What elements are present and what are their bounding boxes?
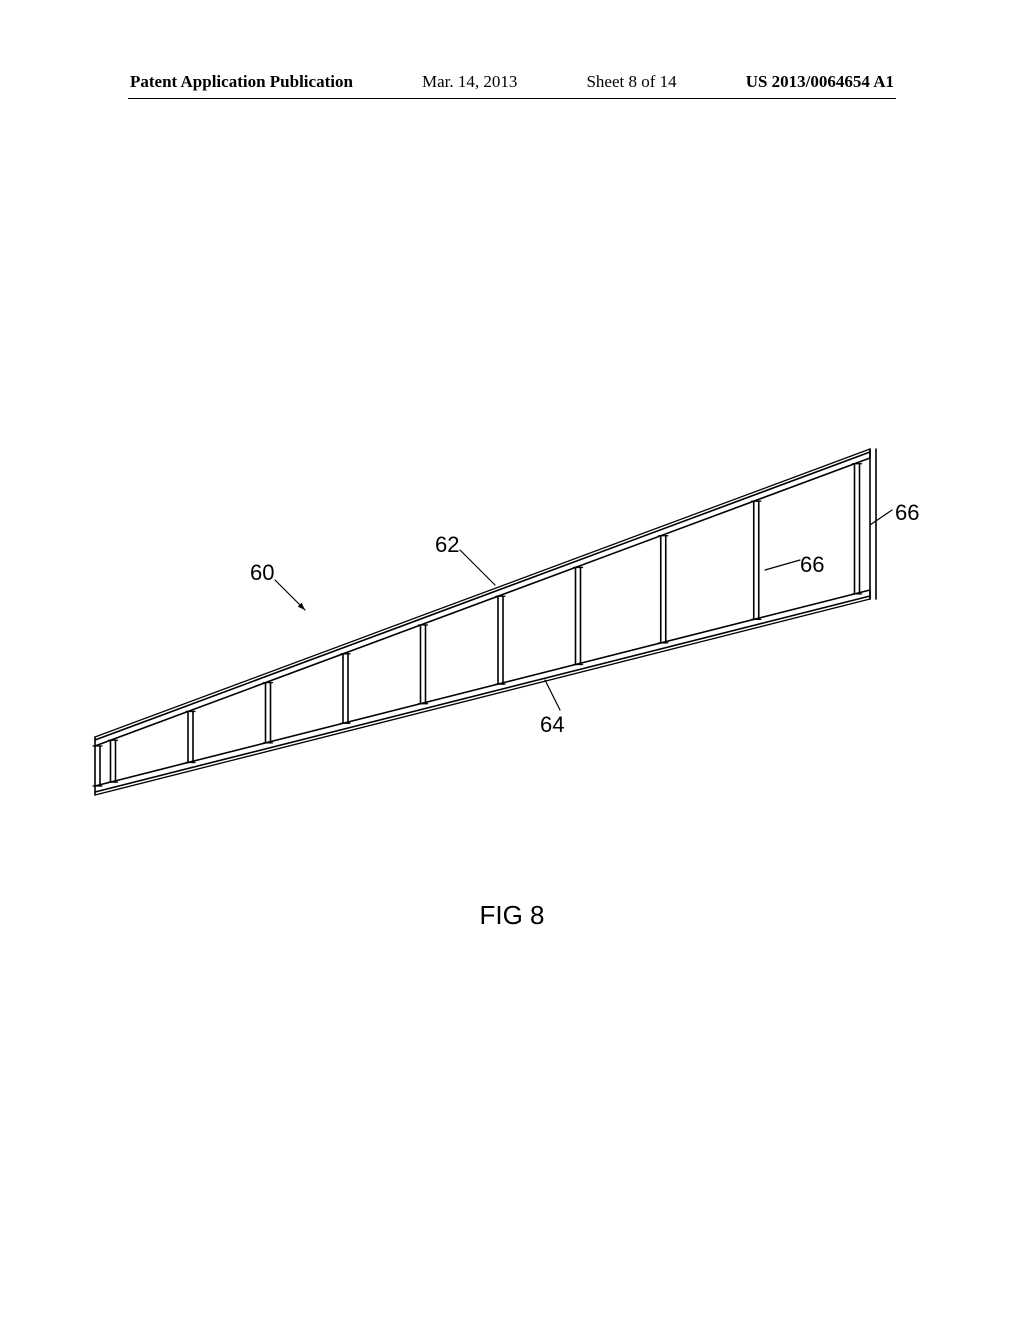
ref-label-66a: 66 — [800, 552, 824, 578]
ref-label-60: 60 — [250, 560, 274, 586]
header-rule — [128, 98, 896, 99]
document-number: US 2013/0064654 A1 — [746, 72, 894, 92]
sheet-number: Sheet 8 of 14 — [586, 72, 676, 92]
ref-label-64: 64 — [540, 712, 564, 738]
figure-caption: FIG 8 — [0, 900, 1024, 931]
patent-figure — [85, 440, 935, 840]
ref-label-66b: 66 — [895, 500, 919, 526]
ref-label-62: 62 — [435, 532, 459, 558]
publication-date: Mar. 14, 2013 — [422, 72, 517, 92]
publication-label: Patent Application Publication — [130, 72, 353, 92]
